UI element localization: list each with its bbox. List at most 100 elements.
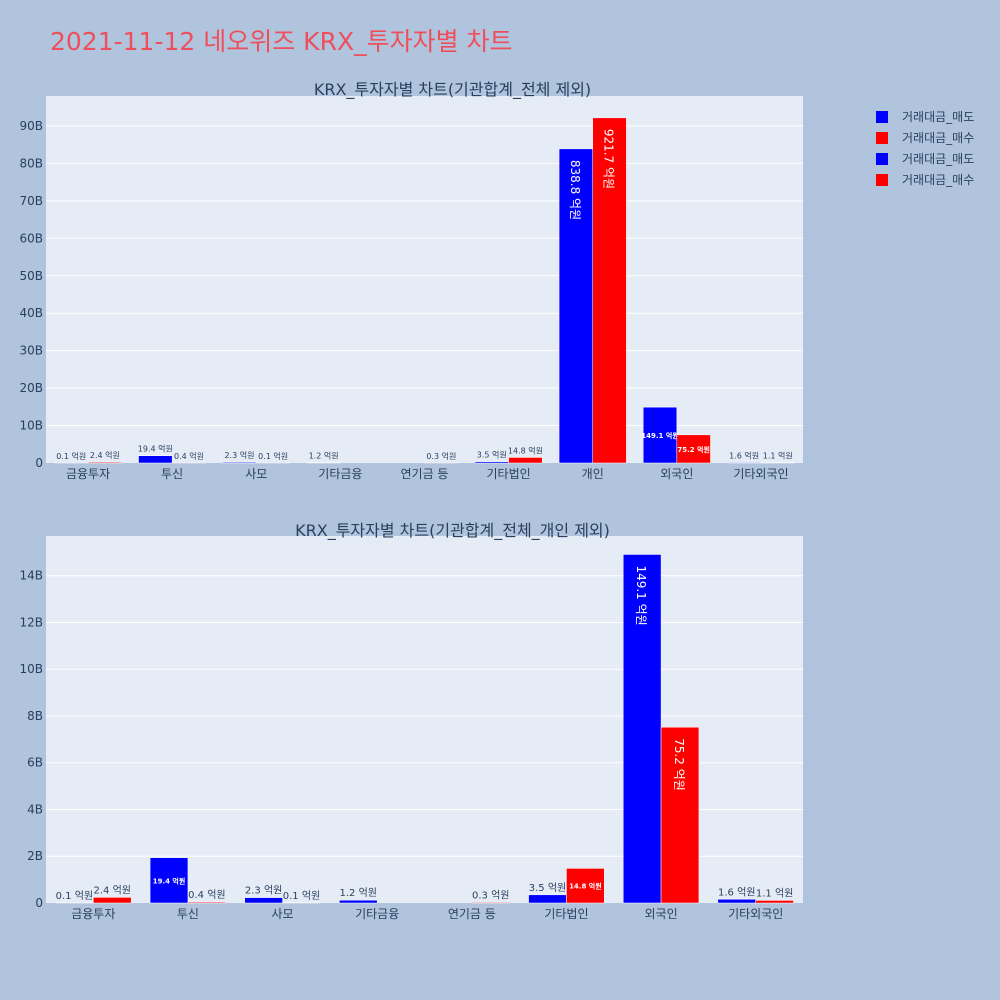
bar [558, 148, 593, 464]
y-tick-label: 70B [19, 194, 43, 208]
x-tick-label: 투신 [177, 907, 199, 921]
data-label: 149.1 억원 [641, 431, 678, 440]
data-label: 0.1 억원 [56, 890, 93, 902]
legend-label: 거래대금_매도 [902, 152, 975, 166]
data-label: 0.4 억원 [188, 889, 225, 901]
x-tick-label: 연기금 등 [401, 467, 449, 481]
plot-area [46, 96, 803, 463]
x-tick-label: 기타외국인 [728, 907, 783, 921]
legend-item[interactable]: 거래대금_매수 [876, 169, 974, 190]
data-label: 0.3 억원 [472, 889, 509, 901]
bar [592, 117, 627, 464]
y-tick-label: 30B [19, 344, 43, 358]
chart-2: 0 2B 4B 6B 8B 10B 12B 14B KRX_투자자별 차트(기관합계_전체_개인… [19, 521, 803, 921]
bar [471, 902, 510, 904]
legend-swatch [876, 110, 888, 123]
y-tick-label: 0 [35, 896, 43, 910]
y-tick-label: 90B [19, 119, 43, 133]
data-label: 1.2 억원 [340, 887, 377, 899]
bar [93, 897, 132, 904]
data-label: 19.4 억원 [153, 876, 186, 885]
x-tick-label: 기타외국인 [733, 467, 788, 481]
data-label: 0.1 억원 [258, 451, 288, 461]
bar [755, 900, 794, 904]
data-label: 2.3 억원 [245, 885, 282, 897]
chart-title: KRX_투자자별 차트(기관합계_전체 제외) [314, 80, 591, 100]
x-tick-label: 연기금 등 [448, 907, 496, 921]
data-label: 2.4 억원 [93, 884, 130, 896]
bar [566, 868, 605, 904]
data-label: 149.1 억원 [634, 565, 648, 625]
x-tick-label: 외국인 [645, 907, 678, 921]
data-label: 1.2 억원 [309, 451, 339, 461]
data-label: 3.5 억원 [477, 450, 507, 460]
x-tick-label: 금융투자 [71, 907, 115, 921]
y-tick-label: 10B [19, 662, 43, 676]
bar [244, 897, 283, 904]
legend-swatch [876, 131, 888, 144]
data-label: 0.1 억원 [283, 890, 320, 902]
legend-swatch [876, 152, 888, 165]
legend[interactable]: 거래대금_매도 거래대금_매수 거래대금_매도 거래대금_매수 [876, 106, 974, 190]
x-tick-label: 투신 [161, 467, 183, 481]
legend-label: 거래대금_매수 [902, 173, 975, 187]
x-tick-label: 기타금융 [318, 467, 362, 481]
bar [727, 462, 762, 464]
x-tick-label: 개인 [582, 467, 604, 481]
data-label: 19.4 억원 [138, 444, 173, 454]
bar [149, 857, 189, 904]
bar [222, 461, 257, 464]
y-tick-label: 10B [19, 419, 43, 433]
data-label: 75.2 억원 [677, 445, 710, 454]
bar [642, 406, 678, 464]
y-tick-label: 14B [19, 569, 43, 583]
legend-item[interactable]: 거래대금_매수 [876, 127, 974, 148]
legend-item[interactable]: 거래대금_매도 [876, 148, 974, 169]
y-tick-label: 40B [19, 306, 43, 320]
y-tick-label: 20B [19, 381, 43, 395]
bar [508, 457, 543, 464]
bar [87, 461, 122, 464]
y-tick-label: 12B [19, 615, 43, 629]
page-title: 2021-11-12 네오위즈 KRX_투자자별 차트 [50, 27, 513, 56]
y-tick-label: 6B [27, 756, 43, 770]
x-tick-label: 기타금융 [355, 907, 399, 921]
data-label: 1.1 억원 [763, 451, 793, 461]
bar [187, 901, 227, 904]
data-label: 14.8 억원 [508, 445, 543, 455]
x-tick-label: 외국인 [660, 467, 693, 481]
data-label: 838.8 억원 [568, 160, 582, 220]
bar [474, 461, 509, 464]
y-tick-label: 50B [19, 269, 43, 283]
y-tick-label: 2B [27, 849, 43, 863]
data-label: 2.4 억원 [90, 450, 120, 460]
legend-swatch [876, 173, 888, 186]
y-tick-label: 80B [19, 156, 43, 170]
x-tick-label: 기타법인 [544, 907, 588, 921]
bar [717, 899, 756, 904]
data-label: 0.3 억원 [426, 451, 456, 461]
bar [339, 899, 378, 904]
y-tick-label: 8B [27, 709, 43, 723]
bar [660, 726, 700, 904]
y-tick-label: 60B [19, 231, 43, 245]
data-label: 0.4 억원 [174, 451, 204, 461]
data-label: 1.6 억원 [718, 886, 755, 898]
data-label: 75.2 억원 [672, 738, 686, 791]
y-tick-label: 0 [35, 456, 43, 470]
x-tick-label: 기타법인 [487, 467, 531, 481]
data-label: 3.5 억원 [529, 882, 566, 894]
data-label: 14.8 억원 [569, 882, 602, 891]
data-label: 0.1 억원 [56, 451, 86, 461]
legend-item[interactable]: 거래대금_매도 [876, 106, 974, 127]
bar [138, 455, 173, 464]
legend-label: 거래대금_매수 [902, 131, 975, 145]
chart-title: KRX_투자자별 차트(기관합계_전체_개인 제외) [295, 521, 610, 541]
data-label: 2.3 억원 [224, 450, 254, 460]
chart-1: 0 10B 20B 30B 40B 50B 60B 70B 80B 90B KRX_투자자별 차트(… [19, 80, 803, 481]
bar [622, 554, 662, 904]
data-label: 1.1 억원 [756, 887, 793, 899]
legend-label: 거래대금_매도 [902, 110, 975, 124]
